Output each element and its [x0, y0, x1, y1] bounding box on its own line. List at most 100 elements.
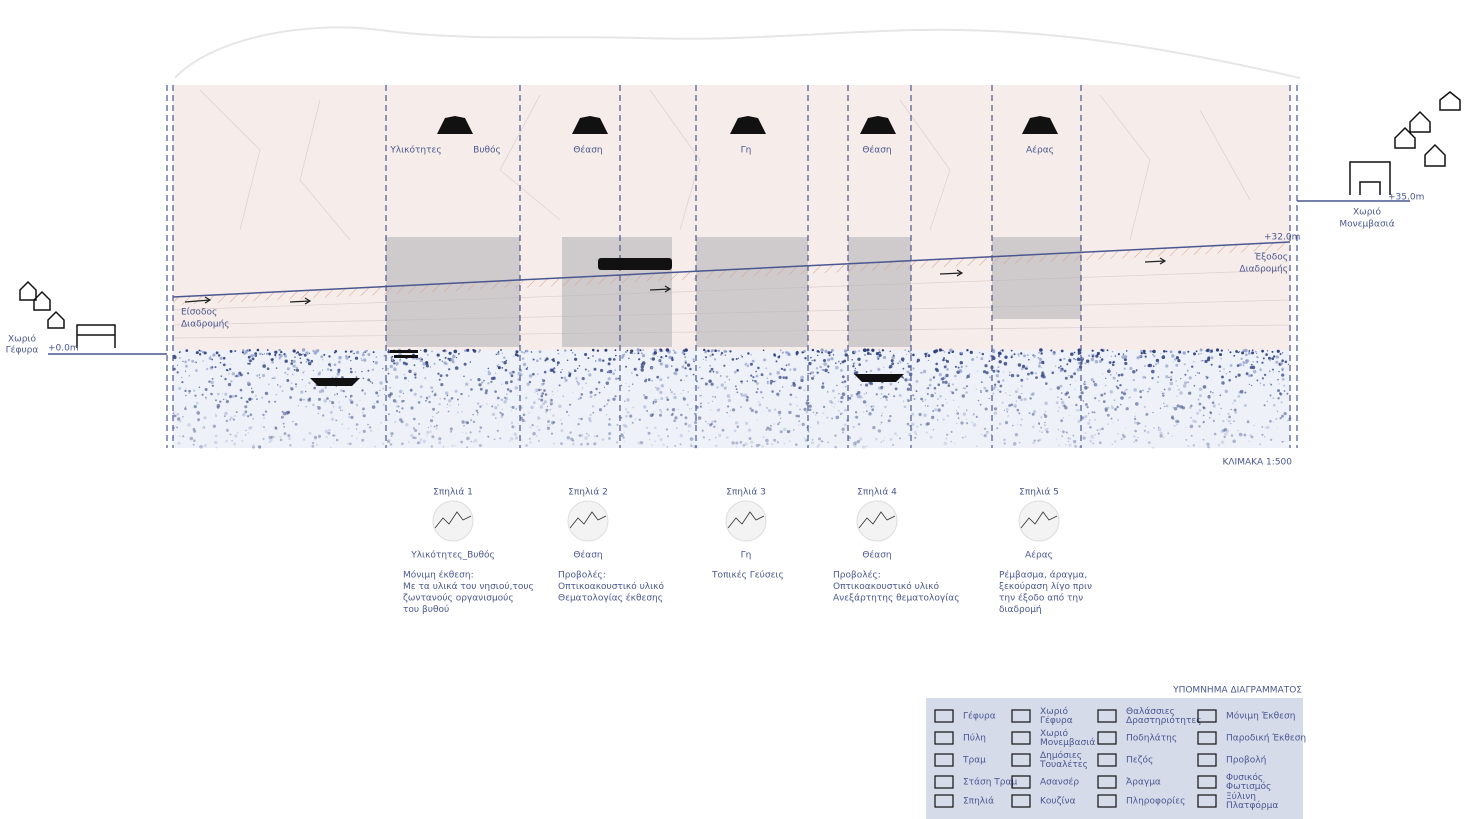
sea-dot [1094, 360, 1099, 364]
sea-dot [1196, 411, 1199, 415]
sea-dot [870, 405, 873, 408]
sea-dot [197, 418, 201, 422]
sea-dot [503, 361, 507, 365]
sea-dot [1113, 399, 1116, 401]
sea-dot [671, 408, 676, 412]
sea-dot [395, 409, 399, 413]
sea-dot [807, 372, 809, 375]
sea-dot [592, 411, 595, 414]
sea-dot [920, 423, 922, 426]
sea-dot [317, 406, 321, 410]
sea-dot [215, 399, 217, 402]
sea-dot [870, 369, 873, 372]
sea-dot [333, 434, 336, 437]
sea-dot [300, 390, 304, 394]
sea-dot [192, 443, 195, 446]
sea-dot [298, 353, 302, 356]
sea-dot [396, 405, 399, 408]
sea-dot [290, 382, 293, 385]
sea-dot [1187, 444, 1190, 448]
sea-dot [1246, 420, 1250, 424]
sea-dot [308, 381, 311, 385]
sea-dot [720, 375, 722, 377]
sea-dot [865, 445, 868, 447]
sea-dot [953, 442, 956, 444]
sea-dot [961, 394, 965, 398]
sea-dot [1040, 352, 1043, 355]
sea-dot [279, 436, 281, 438]
sea-dot [1189, 446, 1191, 448]
sea-dot [1140, 352, 1144, 355]
sea-dot [1271, 357, 1275, 360]
sea-dot [1136, 423, 1139, 426]
sea-dot [259, 377, 261, 379]
sea-dot [595, 394, 597, 396]
sea-dot [647, 431, 651, 435]
sea-dot [496, 396, 500, 400]
sea-dot [367, 369, 370, 372]
sea-dot [348, 355, 351, 358]
sea-dot [890, 371, 892, 374]
sea-dot [899, 362, 902, 364]
sea-dot [1008, 371, 1011, 374]
sea-dot [1273, 404, 1276, 407]
cave-description: Ρέμβασμα, άραγμα, [999, 570, 1087, 581]
sea-dot [355, 403, 359, 407]
sea-dot [531, 424, 534, 427]
sea-dot [946, 433, 948, 435]
sea-dot [255, 395, 257, 397]
sea-dot [541, 389, 543, 391]
sea-dot [1237, 395, 1241, 398]
sea-dot [203, 416, 207, 420]
sea-dot [569, 403, 572, 406]
sea-dot [1060, 392, 1063, 394]
sea-dot [196, 402, 199, 405]
sea-dot [271, 358, 274, 361]
sea-dot [275, 356, 277, 358]
zone-label: Βυθός [473, 145, 501, 156]
sea-dot [740, 406, 742, 408]
sea-dot [712, 400, 714, 402]
sea-dot [915, 380, 919, 383]
sea-dot [199, 445, 203, 449]
sea-dot [1232, 439, 1236, 444]
sea-dot [1278, 370, 1280, 373]
sea-dot [1157, 361, 1160, 364]
sea-dot [330, 369, 333, 372]
sea-dot [793, 367, 797, 372]
sea-dot [704, 382, 708, 386]
sea-dot [282, 422, 285, 425]
sea-dot [225, 439, 228, 443]
sea-dot [372, 351, 375, 354]
legend-icon [934, 709, 954, 723]
sea-dot [1068, 374, 1070, 377]
legend-icon [1197, 775, 1217, 789]
sea-dot [403, 374, 405, 376]
sea-dot [1031, 412, 1035, 416]
sea-dot [263, 417, 265, 419]
cave-description: την έξοδο από την [999, 593, 1083, 604]
sea-dot [1175, 380, 1177, 382]
sea-dot [665, 428, 669, 431]
sea-dot [774, 380, 777, 383]
sea-dot [656, 375, 660, 379]
sea-dot [203, 443, 207, 448]
sea-dot [305, 405, 308, 408]
legend-icon [1011, 794, 1031, 808]
legend-label: Θαλάσσιες [1126, 707, 1175, 717]
sea-dot [1156, 381, 1159, 384]
sea-dot [701, 429, 704, 432]
sea-dot [478, 349, 481, 352]
sea-dot [854, 411, 858, 414]
sea-dot [1266, 425, 1270, 429]
sea-dot [280, 350, 283, 354]
sea-dot [1017, 363, 1022, 367]
sea-dot [1198, 409, 1202, 412]
sea-dot [299, 357, 302, 360]
sea-dot [1024, 354, 1026, 357]
sea-dot [859, 437, 863, 441]
legend-icon [934, 731, 954, 745]
sea-dot [714, 420, 717, 423]
sea-dot [214, 366, 217, 369]
